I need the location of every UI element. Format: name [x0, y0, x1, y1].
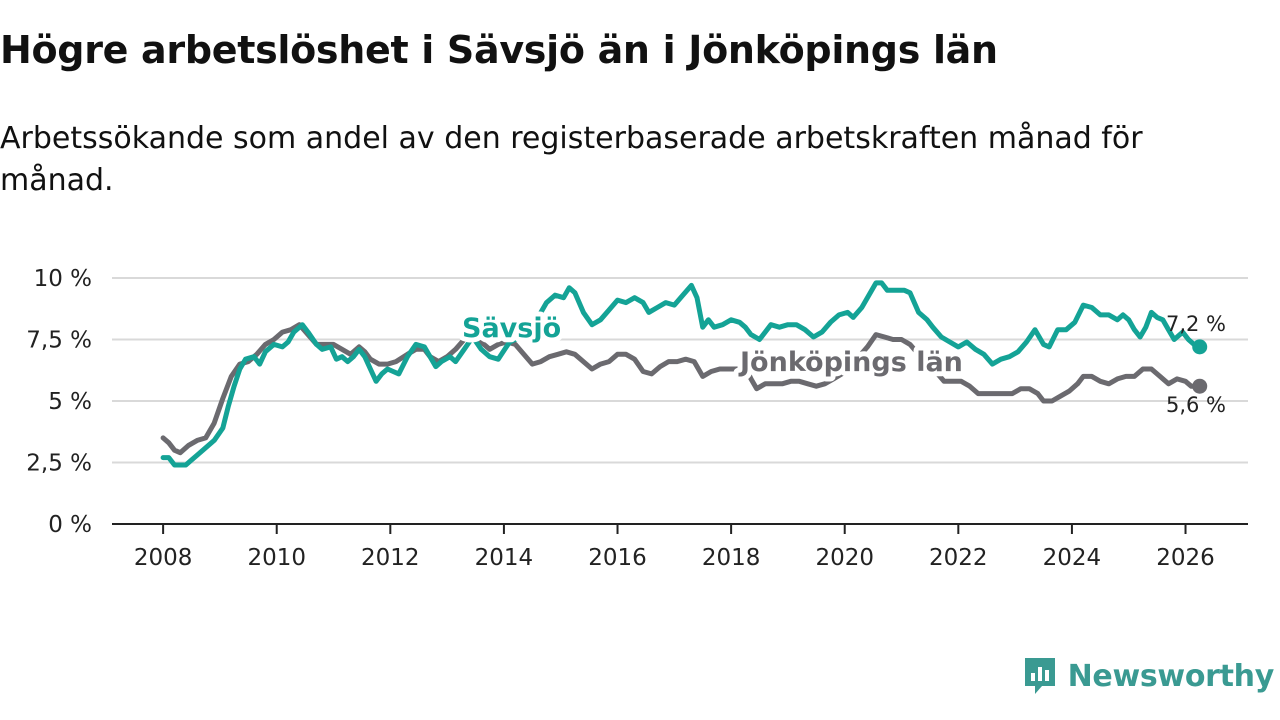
- x-tick-label: 2010: [247, 545, 306, 571]
- series-label-savsjo: Sävsjö: [462, 313, 561, 344]
- y-tick-label: 5 %: [48, 389, 92, 415]
- chart-title: Högre arbetslöshet i Sävsjö än i Jönköpi…: [0, 28, 998, 72]
- y-axis-ticks: 0 % 2,5 % 5 % 7,5 % 10 %: [26, 266, 92, 538]
- newsworthy-logo-icon: [1024, 658, 1055, 694]
- series-lines: [160, 280, 1203, 468]
- end-markers: [1192, 339, 1208, 394]
- x-tick-label: 2014: [475, 545, 534, 571]
- end-marker-savsjo: [1192, 339, 1208, 355]
- y-tick-label: 10 %: [34, 266, 92, 292]
- chart-subtitle: Arbetssökande som andel av den registerb…: [0, 121, 1143, 198]
- brand-name: Newsworthy: [1067, 658, 1275, 694]
- series-line-savsjo: [160, 280, 1203, 468]
- grid-lines: [112, 277, 1248, 525]
- end-marker-lan: [1192, 378, 1208, 394]
- x-axis-ticks: 2008 2010 2012 2014 2016 2018 2020 2022 2024 2026: [134, 524, 1215, 571]
- x-tick-label: 2022: [929, 545, 988, 571]
- x-tick-label: 2026: [1156, 545, 1215, 571]
- x-tick-label: 2016: [588, 545, 647, 571]
- newsworthy-logo: Newsworthy: [1022, 656, 1274, 696]
- series-label-jonkopings-lan: Jönköpings län: [738, 347, 963, 378]
- x-tick-label: 2024: [1043, 545, 1102, 571]
- x-tick-label: 2020: [815, 545, 874, 571]
- y-tick-label: 2,5 %: [26, 451, 92, 477]
- end-label-savsjo: 7,2 %: [1166, 312, 1226, 336]
- y-tick-label: 7,5 %: [26, 328, 92, 354]
- x-tick-label: 2008: [134, 545, 193, 571]
- y-tick-label: 0 %: [48, 512, 92, 538]
- series-line-lan: [160, 322, 1203, 456]
- end-label-jonkopings-lan: 5,6 %: [1166, 393, 1226, 417]
- x-tick-label: 2018: [702, 545, 761, 571]
- x-tick-label: 2012: [361, 545, 420, 571]
